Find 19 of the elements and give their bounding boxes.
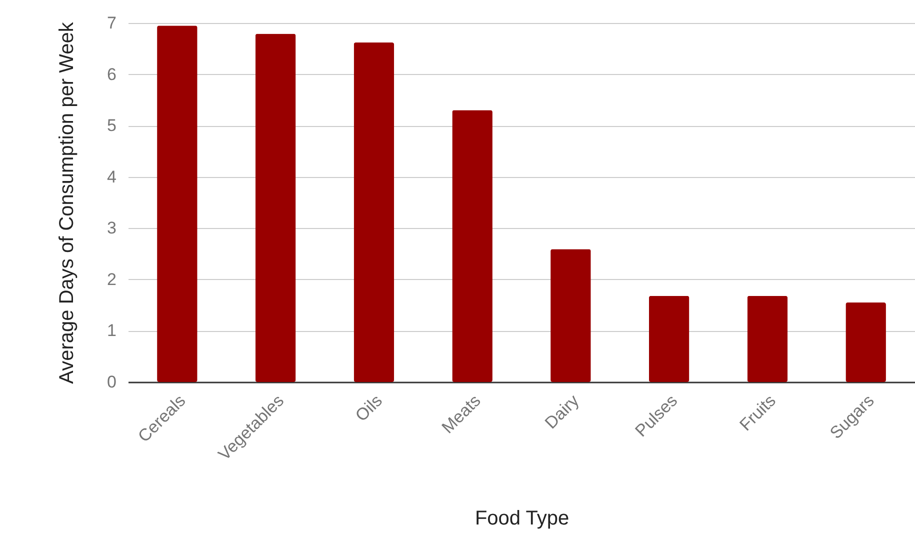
bar <box>747 296 788 382</box>
x-tick-label: Oils <box>352 391 386 426</box>
bar <box>452 110 492 382</box>
y-tick-label: 2 <box>107 270 116 289</box>
bar <box>846 302 886 382</box>
bar <box>157 26 198 382</box>
x-axis-title: Food Type <box>474 507 570 530</box>
y-tick-label: 5 <box>107 116 116 136</box>
bar <box>255 34 296 382</box>
bar <box>648 296 690 382</box>
bar <box>354 42 394 382</box>
y-tick-label: 6 <box>107 64 116 84</box>
y-tick-label: 1 <box>107 321 116 340</box>
y-tick-label: 3 <box>107 218 116 238</box>
bar <box>550 249 591 382</box>
y-axis-title: Average Days of Consumption per Week <box>56 21 78 384</box>
y-tick-label: 7 <box>107 14 116 32</box>
y-tick-label: 0 <box>107 372 116 392</box>
y-tick-label: 4 <box>107 167 116 186</box>
